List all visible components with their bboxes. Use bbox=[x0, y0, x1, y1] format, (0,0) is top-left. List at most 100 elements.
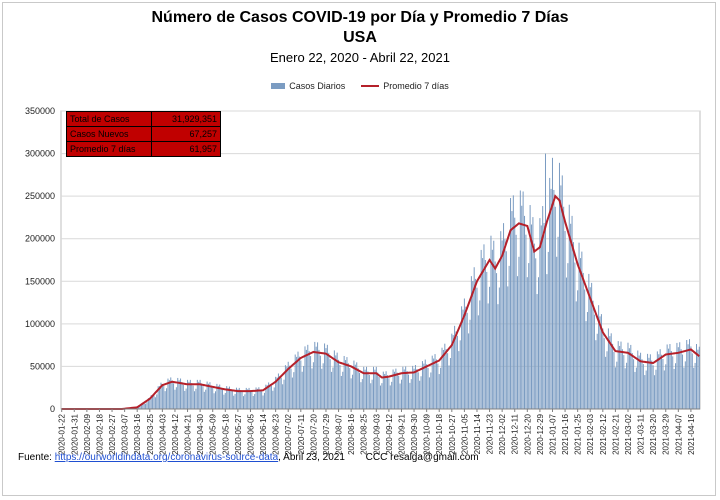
daily-bar bbox=[167, 378, 169, 409]
daily-bar bbox=[675, 363, 677, 409]
x-tick-label: 2020-08-07 bbox=[335, 413, 344, 454]
daily-bar bbox=[633, 359, 635, 409]
daily-bar bbox=[567, 263, 569, 409]
daily-bar bbox=[395, 368, 397, 409]
x-tick-label: 2020-09-03 bbox=[372, 413, 381, 454]
x-tick-label: 2020-04-03 bbox=[158, 413, 167, 454]
x-tick-label: 2020-10-09 bbox=[423, 413, 432, 454]
daily-bar bbox=[596, 333, 598, 409]
daily-bar bbox=[231, 391, 233, 409]
daily-bar bbox=[275, 376, 277, 409]
daily-bar bbox=[647, 353, 649, 409]
daily-bar bbox=[208, 383, 210, 409]
daily-bar bbox=[256, 388, 258, 409]
daily-bar bbox=[230, 389, 232, 409]
daily-bar bbox=[399, 383, 401, 409]
daily-bar bbox=[514, 217, 516, 409]
x-tick-label: 2020-01-31 bbox=[70, 413, 79, 454]
daily-bar bbox=[635, 367, 637, 409]
daily-bar bbox=[466, 312, 468, 409]
daily-bar bbox=[677, 347, 679, 409]
daily-bar bbox=[547, 251, 549, 409]
daily-bar bbox=[364, 369, 366, 409]
daily-bar bbox=[571, 215, 573, 409]
daily-bar bbox=[335, 355, 337, 409]
y-tick-label: 100000 bbox=[25, 319, 55, 329]
daily-bar bbox=[149, 397, 151, 409]
x-tick-label: 2020-02-18 bbox=[95, 413, 104, 454]
daily-bar bbox=[189, 379, 191, 409]
daily-bar bbox=[435, 359, 437, 409]
daily-bar bbox=[644, 375, 646, 409]
daily-bar bbox=[666, 344, 668, 409]
daily-bar bbox=[459, 340, 461, 409]
daily-bar bbox=[145, 403, 147, 409]
daily-bar bbox=[679, 342, 681, 409]
daily-bar bbox=[367, 371, 369, 409]
daily-bar bbox=[557, 236, 559, 409]
daily-bar bbox=[645, 370, 647, 409]
legend-bars-label: Casos Diarios bbox=[289, 81, 346, 91]
stats-total-label: Total de Casos bbox=[66, 111, 152, 127]
daily-bar bbox=[649, 354, 651, 409]
daily-bar bbox=[690, 346, 692, 409]
x-tick-label: 2020-12-29 bbox=[536, 413, 545, 454]
title-block: Número de Casos COVID-19 por Día y Prome… bbox=[0, 8, 720, 67]
daily-bar bbox=[150, 395, 152, 409]
daily-bar bbox=[572, 242, 574, 409]
daily-bar bbox=[554, 206, 556, 409]
daily-bar bbox=[152, 395, 154, 409]
daily-bar bbox=[607, 328, 609, 409]
daily-bar bbox=[276, 377, 278, 409]
daily-bar bbox=[268, 382, 270, 409]
daily-bar bbox=[670, 350, 672, 409]
daily-bar bbox=[273, 387, 275, 409]
daily-bar bbox=[588, 273, 590, 409]
daily-bar bbox=[393, 371, 395, 409]
daily-bar bbox=[482, 258, 484, 409]
legend-item-line: Promedio 7 días bbox=[361, 81, 449, 91]
daily-bar bbox=[374, 369, 376, 409]
daily-bar bbox=[154, 397, 156, 409]
x-tick-label: 2020-07-29 bbox=[322, 413, 331, 454]
daily-bar bbox=[159, 386, 161, 409]
daily-bar bbox=[282, 384, 284, 409]
daily-bar bbox=[224, 392, 226, 409]
y-tick-label: 250000 bbox=[25, 191, 55, 201]
daily-bar bbox=[512, 195, 514, 409]
daily-bar bbox=[266, 385, 268, 409]
source-link[interactable]: https://ourworldindata.org/coronavirus-s… bbox=[54, 452, 279, 463]
daily-bar bbox=[379, 385, 382, 409]
daily-bar bbox=[663, 370, 665, 409]
daily-bar bbox=[168, 380, 170, 409]
daily-bar bbox=[338, 359, 340, 409]
x-tick-label: 2020-06-14 bbox=[259, 413, 268, 454]
daily-bar bbox=[354, 364, 356, 409]
daily-bar bbox=[375, 366, 377, 409]
daily-bar bbox=[521, 205, 523, 409]
daily-bar bbox=[617, 341, 619, 409]
x-tick-label: 2020-05-27 bbox=[234, 413, 243, 454]
daily-bar bbox=[497, 304, 499, 409]
x-tick-label: 2020-06-05 bbox=[246, 413, 255, 454]
daily-bar bbox=[283, 379, 285, 409]
daily-bar bbox=[595, 340, 597, 409]
daily-bar bbox=[308, 351, 310, 409]
daily-bar bbox=[505, 251, 507, 409]
daily-bar bbox=[339, 364, 341, 409]
daily-bar bbox=[525, 234, 527, 409]
daily-bar bbox=[475, 278, 477, 409]
x-tick-label: 2020-01-22 bbox=[58, 413, 67, 454]
daily-bar bbox=[356, 362, 358, 409]
daily-bar bbox=[546, 274, 548, 409]
daily-bar bbox=[591, 282, 593, 409]
daily-bar bbox=[508, 265, 510, 409]
daily-bar bbox=[574, 262, 576, 409]
daily-bar bbox=[349, 368, 351, 409]
daily-bar bbox=[346, 357, 348, 409]
daily-bar bbox=[318, 349, 320, 409]
daily-bar bbox=[550, 188, 552, 409]
daily-bar bbox=[212, 387, 214, 409]
daily-bar bbox=[357, 368, 359, 409]
x-tick-label: 2021-01-07 bbox=[548, 413, 557, 454]
